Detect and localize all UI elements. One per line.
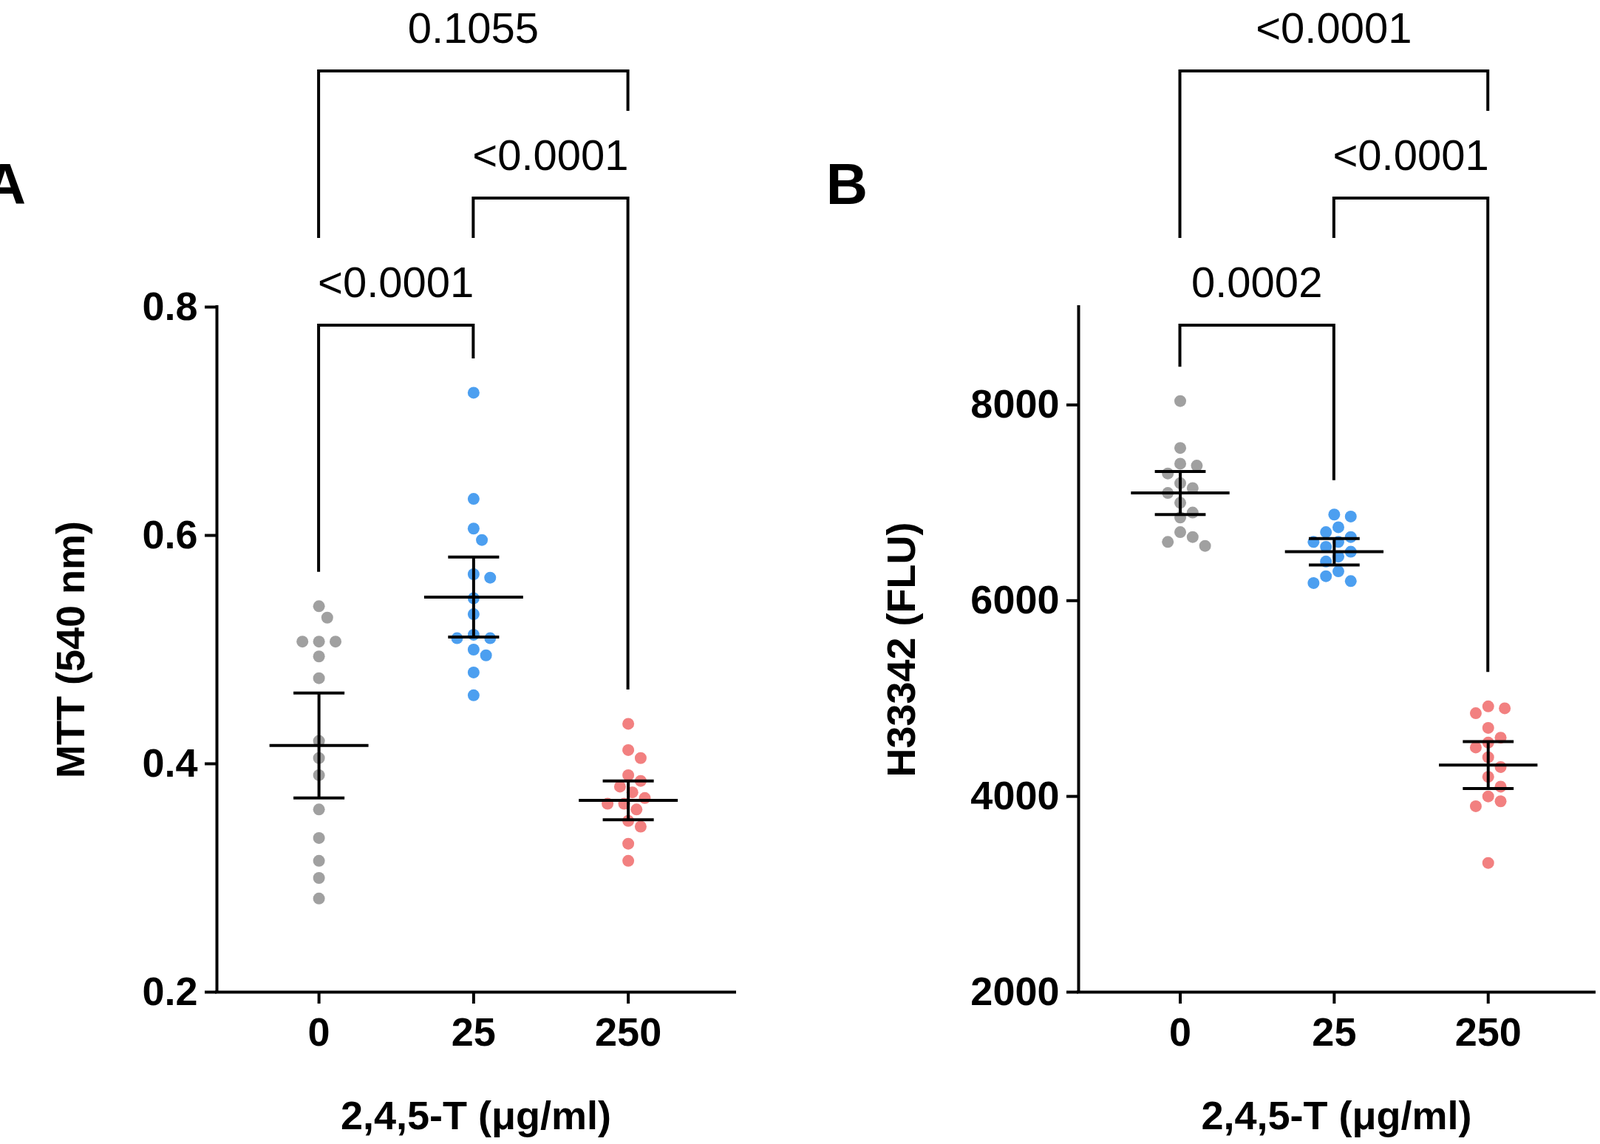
svg-text:0.1055: 0.1055 (407, 3, 539, 52)
svg-text:0.4: 0.4 (141, 740, 198, 785)
svg-text:MTT (540 nm): MTT (540 nm) (48, 521, 93, 779)
svg-text:0: 0 (308, 1009, 331, 1054)
svg-text:<0.0001: <0.0001 (1332, 130, 1489, 179)
svg-text:<0.0001: <0.0001 (317, 257, 474, 306)
svg-text:0.8: 0.8 (141, 283, 198, 329)
svg-text:H33342 (FLU): H33342 (FLU) (878, 521, 924, 777)
svg-text:250: 250 (1455, 1009, 1522, 1054)
svg-text:25: 25 (451, 1009, 496, 1054)
svg-text:0.6: 0.6 (141, 512, 198, 557)
svg-text:<0.0001: <0.0001 (1255, 3, 1412, 52)
svg-text:250: 250 (594, 1009, 662, 1054)
svg-text:0: 0 (1169, 1009, 1192, 1054)
svg-text:2,4,5-T (μg/ml): 2,4,5-T (μg/ml) (1200, 1093, 1472, 1138)
svg-text:2,4,5-T (μg/ml): 2,4,5-T (μg/ml) (340, 1093, 612, 1138)
svg-text:25: 25 (1311, 1009, 1357, 1054)
svg-text:2000: 2000 (970, 968, 1060, 1014)
svg-text:8000: 8000 (970, 381, 1060, 426)
svg-text:B: B (826, 151, 868, 217)
svg-text:0.0002: 0.0002 (1191, 257, 1323, 306)
svg-text:4000: 4000 (970, 773, 1060, 818)
svg-text:A: A (0, 151, 26, 217)
svg-text:6000: 6000 (970, 577, 1060, 622)
svg-text:<0.0001: <0.0001 (472, 130, 629, 179)
svg-text:0.2: 0.2 (141, 968, 198, 1014)
